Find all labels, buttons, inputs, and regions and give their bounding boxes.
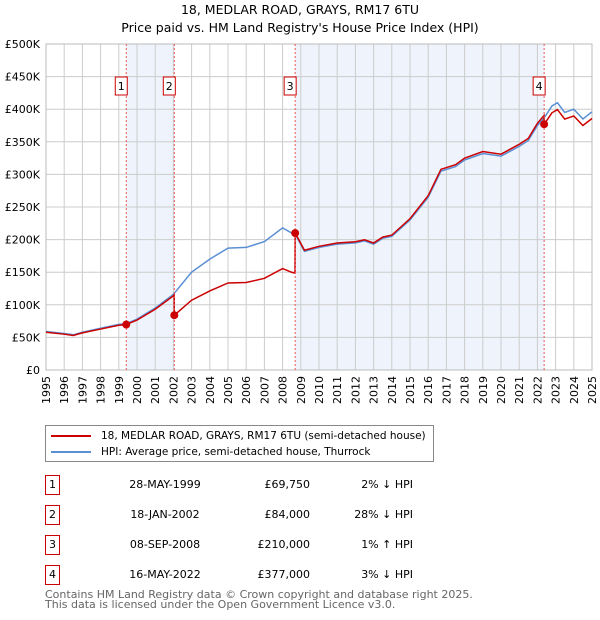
- x-tick-label: 1997: [76, 376, 89, 404]
- legend: 18, MEDLAR ROAD, GRAYS, RM17 6TU (semi-d…: [45, 425, 434, 462]
- sale-label: 4: [536, 80, 543, 93]
- x-tick-label: 2019: [477, 376, 490, 404]
- sale-number: 3: [45, 535, 60, 555]
- y-tick-label: £300K: [5, 168, 41, 181]
- x-tick-label: 2006: [240, 376, 253, 404]
- y-tick-label: £250K: [5, 201, 41, 214]
- sale-point: [291, 229, 300, 238]
- x-tick-label: 2007: [258, 376, 271, 404]
- sale-label: 3: [287, 80, 294, 93]
- x-tick-label: 1999: [113, 376, 126, 404]
- sale-row: 4 16-MAY-2022 £377,000 3% ↓ HPI: [45, 565, 413, 585]
- x-tick-label: 1995: [40, 376, 53, 404]
- x-tick-label: 2002: [167, 376, 180, 404]
- property-line: [45, 108, 593, 337]
- x-tick-label: 2017: [440, 376, 453, 404]
- sale-row: 3 08-SEP-2008 £210,000 1% ↑ HPI: [45, 535, 413, 555]
- chart-title: 18, MEDLAR ROAD, GRAYS, RM17 6TU: [180, 2, 420, 17]
- footer-line-2: This data is licensed under the Open Gov…: [45, 598, 396, 611]
- x-tick-label: 2016: [422, 376, 435, 404]
- sale-price: £69,750: [264, 478, 311, 491]
- y-tick-label: £400K: [5, 103, 41, 116]
- x-tick-label: 2021: [513, 376, 526, 404]
- x-tick-label: 2011: [331, 376, 344, 404]
- sale-point: [122, 320, 131, 329]
- sale-date: 16-MAY-2022: [129, 568, 201, 581]
- legend-swatch-property: [51, 435, 91, 437]
- sale-row: 1 28-MAY-1999 £69,750 2% ↓ HPI: [45, 475, 413, 495]
- sale-number: 1: [45, 475, 60, 495]
- sale-hpi-diff: 2% ↓ HPI: [361, 478, 413, 491]
- y-tick-label: £150K: [5, 266, 41, 279]
- chart-subtitle: Price paid vs. HM Land Registry's House …: [121, 20, 479, 35]
- x-tick-label: 2009: [295, 376, 308, 404]
- sale-date: 18-JAN-2002: [130, 508, 200, 521]
- footer: Contains HM Land Registry data © Crown c…: [45, 588, 473, 611]
- chart-plot: 1995 1996 1997 1998 1999 2000 2001 2002 2003 2004…: [5, 38, 599, 404]
- sale-hpi-diff: 28% ↓ HPI: [354, 508, 413, 521]
- sale-date: 28-MAY-1999: [129, 478, 201, 491]
- legend-label-property: 18, MEDLAR ROAD, GRAYS, RM17 6TU (semi-d…: [101, 430, 426, 442]
- y-tick-label: £0: [26, 364, 40, 377]
- sale-price: £84,000: [264, 508, 311, 521]
- y-tick-label: £350K: [5, 136, 41, 149]
- x-tick-label: 2018: [459, 376, 472, 404]
- y-tick-label: £450K: [5, 71, 41, 84]
- x-tick-label: 2010: [313, 376, 326, 404]
- sale-date: 08-SEP-2008: [129, 538, 201, 551]
- x-tick-label: 2022: [531, 376, 544, 404]
- x-tick-label: 2025: [586, 376, 599, 404]
- sale-label: 1: [118, 80, 125, 93]
- x-tick-label: 2020: [495, 376, 508, 404]
- sale-label-box: [162, 76, 176, 96]
- footer-line-1: Contains HM Land Registry data © Crown c…: [45, 588, 473, 601]
- sale-hpi-diff: 1% ↑ HPI: [361, 538, 413, 551]
- y-tick-label: £200K: [5, 234, 41, 247]
- x-tick-label: 2014: [386, 376, 399, 404]
- sale-hpi-diff: 3% ↓ HPI: [361, 568, 413, 581]
- x-tick-label: 2001: [149, 376, 162, 404]
- plot-frame: [45, 43, 593, 371]
- sale-number: 4: [45, 565, 60, 585]
- x-tick-label: 2005: [222, 376, 235, 404]
- x-tick-label: 2013: [368, 376, 381, 404]
- x-tick-label: 2008: [277, 376, 290, 404]
- y-tick-label: £50K: [12, 331, 41, 344]
- x-tick-label: 1998: [95, 376, 108, 404]
- y-tick-label: £100K: [5, 299, 41, 312]
- sale-number: 2: [45, 505, 60, 525]
- x-tick-label: 2012: [349, 376, 362, 404]
- sale-price: £210,000: [257, 538, 311, 551]
- hpi-line: [45, 101, 593, 336]
- x-tick-label: 2015: [404, 376, 417, 404]
- sale-label-box: [532, 76, 546, 96]
- x-tick-label: 2004: [204, 376, 217, 404]
- x-tick-label: 2003: [186, 376, 199, 404]
- sale-label: 2: [166, 80, 173, 93]
- x-tick-label: 1996: [58, 376, 71, 404]
- x-tick-label: 2023: [550, 376, 563, 404]
- sale-point: [170, 311, 179, 320]
- x-tick-label: 2000: [131, 376, 144, 404]
- sale-price: £377,000: [257, 568, 311, 581]
- sale-point: [540, 120, 549, 129]
- sale-label-box: [114, 76, 128, 96]
- y-tick-label: £500K: [5, 38, 41, 51]
- x-tick-label: 2024: [568, 376, 581, 404]
- legend-swatch-hpi: [51, 451, 91, 453]
- legend-label-hpi: HPI: Average price, semi-detached house,…: [101, 446, 371, 458]
- sale-row: 2 18-JAN-2002 £84,000 28% ↓ HPI: [45, 505, 413, 525]
- sale-label-box: [283, 76, 297, 96]
